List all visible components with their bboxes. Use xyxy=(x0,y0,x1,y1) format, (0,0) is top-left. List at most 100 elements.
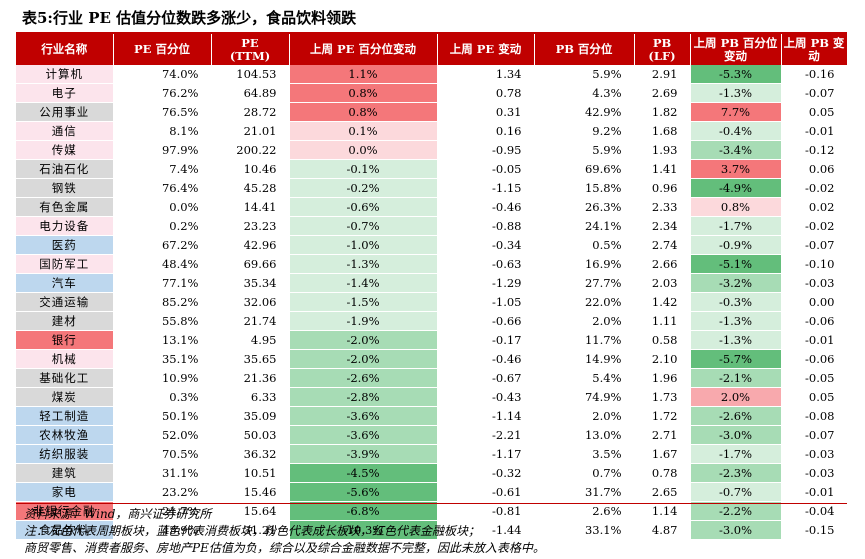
pe-ttm-cell: 64.89 xyxy=(211,83,290,103)
pb-lf-cell: 1.14 xyxy=(634,501,691,521)
pe-percentile-cell: 13.1% xyxy=(113,330,212,350)
pb-percentile-cell: 5.9% xyxy=(534,65,635,84)
pe-ttm-cell: 35.65 xyxy=(211,349,290,369)
pb-lf-cell: 0.58 xyxy=(634,330,691,350)
pb-percentile-cell: 26.3% xyxy=(534,197,635,217)
pe-percentile-cell: 50.1% xyxy=(113,406,212,426)
pb-percentile-cell: 11.7% xyxy=(534,330,635,350)
industry-cell: 计算机 xyxy=(16,65,114,84)
pb-percentile-change-cell: -1.7% xyxy=(690,216,782,236)
pe-percentile-change-cell: -1.9% xyxy=(289,311,438,331)
pb-percentile-change-cell: -1.3% xyxy=(690,311,782,331)
pe-change-cell: 0.78 xyxy=(437,83,535,103)
pe-ttm-cell: 42.96 xyxy=(211,235,290,255)
table-row: 传媒 97.9% 200.22 0.0% -0.95 5.9% 1.93 -3.4% -0.12 xyxy=(16,140,848,160)
pb-percentile-cell: 74.9% xyxy=(534,387,635,407)
pe-ttm-cell: 36.32 xyxy=(211,444,290,464)
pe-percentile-change-cell: -3.6% xyxy=(289,425,438,445)
pe-percentile-change-cell: -3.6% xyxy=(289,406,438,426)
pe-percentile-change-cell: -2.8% xyxy=(289,387,438,407)
pb-percentile-change-cell: 2.0% xyxy=(690,387,782,407)
pe-change-cell: -0.32 xyxy=(437,463,535,483)
table-row: 电力设备 0.2% 23.23 -0.7% -0.88 24.1% 2.34 -1.7% -0.… xyxy=(16,216,848,236)
pb-percentile-cell: 69.6% xyxy=(534,159,635,179)
table-row: 电子 76.2% 64.89 0.8% 0.78 4.3% 2.69 -1.3% -0.07 xyxy=(16,83,848,103)
table-row: 食品饮料 43.9% 31.21 -10.3% -1.44 33.1% 4.87 -3.0% -… xyxy=(16,520,848,540)
industry-cell: 基础化工 xyxy=(16,368,114,388)
pe-change-cell: -0.66 xyxy=(437,311,535,331)
pb-change-cell: -0.02 xyxy=(781,216,848,236)
pb-change-cell: -0.02 xyxy=(781,178,848,198)
industry-cell: 非银行金融 xyxy=(16,501,114,521)
pe-change-cell: -1.17 xyxy=(437,444,535,464)
industry-cell: 煤炭 xyxy=(16,387,114,407)
pe-ttm-cell: 50.03 xyxy=(211,425,290,445)
source-note: 资料来源：Wind，商兴证券研究所 xyxy=(24,507,212,521)
pb-lf-cell: 2.91 xyxy=(634,65,691,84)
pb-lf-cell: 2.33 xyxy=(634,197,691,217)
industry-cell: 公用事业 xyxy=(16,102,114,122)
pb-percentile-cell: 5.4% xyxy=(534,368,635,388)
table-row: 建筑 31.1% 10.51 -4.5% -0.32 0.7% 0.78 -2.3% -0.03 xyxy=(16,463,848,483)
pe-change-cell: -0.88 xyxy=(437,216,535,236)
table-row: 汽车 77.1% 35.34 -1.4% -1.29 27.7% 2.03 -3.2% -0.0… xyxy=(16,273,848,293)
pe-percentile-change-cell: -2.0% xyxy=(289,349,438,369)
table-row: 钢铁 76.4% 45.28 -0.2% -1.15 15.8% 0.96 -4.9% -0.0… xyxy=(16,178,848,198)
pe-percentile-change-cell: -1.4% xyxy=(289,273,438,293)
pb-percentile-cell: 4.3% xyxy=(534,83,635,103)
header-pe-percentile-change: 上周 PE 百分位变动 xyxy=(289,34,438,65)
pe-ttm-cell: 4.95 xyxy=(211,330,290,350)
pe-percentile-change-cell: -0.2% xyxy=(289,178,438,198)
pb-percentile-change-cell: -4.9% xyxy=(690,178,782,198)
pe-ttm-cell: 28.72 xyxy=(211,102,290,122)
pe-percentile-cell: 21.7% xyxy=(113,501,212,521)
pe-ttm-cell: 10.46 xyxy=(211,159,290,179)
table-row: 煤炭 0.3% 6.33 -2.8% -0.43 74.9% 1.73 2.0% 0.05 xyxy=(16,387,848,407)
pe-change-cell: -0.05 xyxy=(437,159,535,179)
industry-cell: 通信 xyxy=(16,121,114,141)
bottom-rule xyxy=(16,503,847,504)
pe-percentile-cell: 52.0% xyxy=(113,425,212,445)
pb-change-cell: -0.15 xyxy=(781,520,848,540)
pe-percentile-cell: 76.4% xyxy=(113,178,212,198)
pe-change-cell: -0.17 xyxy=(437,330,535,350)
pe-percentile-cell: 67.2% xyxy=(113,235,212,255)
pe-percentile-change-cell: -2.6% xyxy=(289,368,438,388)
table-row: 家电 23.2% 15.46 -5.6% -0.61 31.7% 2.65 -0.7% -0.0… xyxy=(16,482,848,502)
table-title: 表5:行业 PE 估值分位数跌多涨少，食品饮料领跌 xyxy=(22,9,357,27)
pe-ttm-cell: 35.34 xyxy=(211,273,290,293)
pb-change-cell: -0.03 xyxy=(781,273,848,293)
header-pe-ttm: PE (TTM) xyxy=(211,34,290,65)
pb-percentile-change-cell: -2.6% xyxy=(690,406,782,426)
pe-percentile-cell: 0.0% xyxy=(113,197,212,217)
pb-lf-cell: 1.67 xyxy=(634,444,691,464)
pe-change-cell: 0.16 xyxy=(437,121,535,141)
pb-percentile-change-cell: -1.3% xyxy=(690,330,782,350)
pe-change-cell: 1.34 xyxy=(437,65,535,84)
table-row: 轻工制造 50.1% 35.09 -3.6% -1.14 2.0% 1.72 -2.6% -0.… xyxy=(16,406,848,426)
pb-percentile-cell: 42.9% xyxy=(534,102,635,122)
pe-percentile-change-cell: -10.3% xyxy=(289,520,438,540)
pb-change-cell: -0.08 xyxy=(781,406,848,426)
pb-percentile-change-cell: -5.7% xyxy=(690,349,782,369)
pb-percentile-cell: 27.7% xyxy=(534,273,635,293)
industry-cell: 银行 xyxy=(16,330,114,350)
table-row: 纺织服装 70.5% 36.32 -3.9% -1.17 3.5% 1.67 -1.7% -0.… xyxy=(16,444,848,464)
pe-percentile-cell: 76.2% xyxy=(113,83,212,103)
pb-change-cell: -0.06 xyxy=(781,349,848,369)
pb-percentile-cell: 24.1% xyxy=(534,216,635,236)
pb-percentile-cell: 13.0% xyxy=(534,425,635,445)
industry-cell: 钢铁 xyxy=(16,178,114,198)
pe-percentile-change-cell: 0.0% xyxy=(289,140,438,160)
pb-lf-cell: 1.82 xyxy=(634,102,691,122)
pe-percentile-change-cell: -1.0% xyxy=(289,235,438,255)
pe-percentile-cell: 0.2% xyxy=(113,216,212,236)
pb-lf-cell: 2.66 xyxy=(634,254,691,274)
pb-percentile-change-cell: -2.1% xyxy=(690,368,782,388)
pb-change-cell: 0.00 xyxy=(781,292,848,312)
pe-change-cell: -0.46 xyxy=(437,197,535,217)
pb-change-cell: -0.06 xyxy=(781,311,848,331)
table-row: 基础化工 10.9% 21.36 -2.6% -0.67 5.4% 1.96 -2.1% -0.… xyxy=(16,368,848,388)
pe-percentile-cell: 8.1% xyxy=(113,121,212,141)
pe-ttm-cell: 23.23 xyxy=(211,216,290,236)
